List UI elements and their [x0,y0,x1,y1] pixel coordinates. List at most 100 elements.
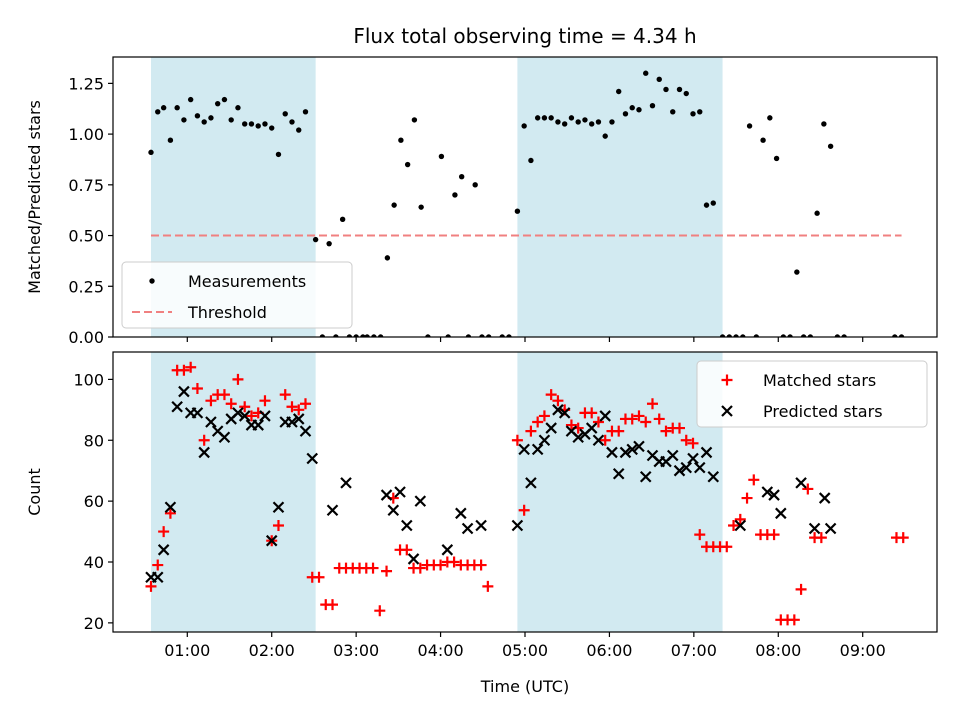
predicted-star-point [824,522,837,535]
predicted-star-point [572,431,584,443]
matched-star-point [660,425,672,437]
matched-star-point [538,410,550,422]
measurement-point [371,334,377,337]
measurement-point [319,334,326,337]
predicted-star-point [407,553,420,565]
measurement-point [548,115,554,121]
matched-star-point [401,544,413,556]
matched-star-point [748,474,760,486]
legend-predicted-swatch [721,405,733,417]
series-predicted-stars [145,385,837,583]
measurement-point [289,119,295,125]
legend-box [121,261,353,329]
matched-star-point [815,532,827,544]
y-tick-label: 0.00 [68,328,104,347]
measurement-point [746,123,753,129]
y-axis-label: Matched/Predicted stars [25,100,44,294]
predicted-star-point [306,452,319,465]
measurement-point [541,115,548,121]
matched-star-point [897,532,909,544]
matched-star-point [475,559,487,571]
measurement-point [898,334,905,337]
measurement-point [506,334,512,337]
predicted-star-point [808,522,821,535]
ratio-panel: 0.00 0.25 0.50 0.75 1.00 1.25 Matched/Predicte… [25,56,938,347]
measurement-point [160,105,167,111]
x-tick-label: 09:00 [840,641,886,660]
matched-star-point [185,361,197,373]
legend-label: Threshold [187,303,267,322]
matched-star-point [721,541,733,553]
measurement-point [438,153,445,160]
predicted-star-point [612,467,625,480]
measurement-point [575,119,581,125]
predicted-star-point [531,443,544,456]
predicted-star-point [761,486,774,498]
matched-star-point [613,425,625,437]
matched-star-point [640,416,652,428]
x-tick-label: 01:00 [164,641,210,660]
measurement-point [148,149,154,156]
measurement-point [275,151,282,158]
measurement-point [425,334,431,337]
x-tick-label: 05:00 [502,641,548,660]
measurement-point [602,133,608,139]
legend-label: Predicted stars [763,402,883,421]
measurement-point [643,70,649,76]
matched-star-point [152,559,164,571]
measurement-point [221,96,228,103]
predicted-star-point [585,422,598,434]
measurement-point [760,137,766,143]
predicted-star-point [680,461,693,474]
matched-star-point [525,425,537,437]
measurement-point [364,334,370,337]
matched-star-point [245,410,257,422]
matched-star-point [626,413,638,425]
matched-star-point [299,398,311,410]
measurement-point [726,334,733,337]
chart-title: Flux total observing time = 4.34 h [353,24,696,48]
measurement-point [187,96,194,103]
predicted-star-point [673,464,686,477]
predicted-star-point [700,446,713,459]
predicted-star-point [455,507,467,520]
matched-star-point [586,407,598,419]
matched-star-point [164,507,176,519]
measurement-point [398,137,404,143]
measurement-point [302,109,309,115]
matched-star-point [511,434,523,446]
measurement-point [411,117,418,123]
measurement-point [418,204,424,210]
measurement-point [697,109,703,115]
measurement-point [794,269,800,275]
measurement-point [703,202,710,208]
predicted-star-point [592,434,605,447]
matched-star-point [293,404,305,416]
predicted-star-point [191,407,204,419]
predicted-star-point [259,410,271,422]
measurement-point [676,86,683,93]
matched-star-point [633,410,645,422]
measurement-point [534,115,541,121]
predicted-star-point [380,489,393,501]
matched-star-point [158,526,170,538]
series-matched-stars [145,361,909,626]
measurement-point [595,119,602,125]
y-tick-label: 20 [84,614,104,633]
y-tick-label: 1.00 [68,125,104,144]
measurement-point [561,121,568,127]
y-tick-label: 100 [73,370,104,389]
measurement-point [353,334,359,337]
measurement-point [346,334,353,337]
legend-box [696,360,928,428]
measurement-point [174,105,180,111]
measurement-point [800,334,807,337]
legend-matched-swatch [721,374,733,386]
measurement-point [649,102,656,109]
measurement-point [333,334,339,337]
predicted-star-point [693,461,706,474]
predicted-star-point [775,507,787,520]
predicted-star-point [552,404,564,416]
x-tick-label: 06:00 [586,641,632,660]
